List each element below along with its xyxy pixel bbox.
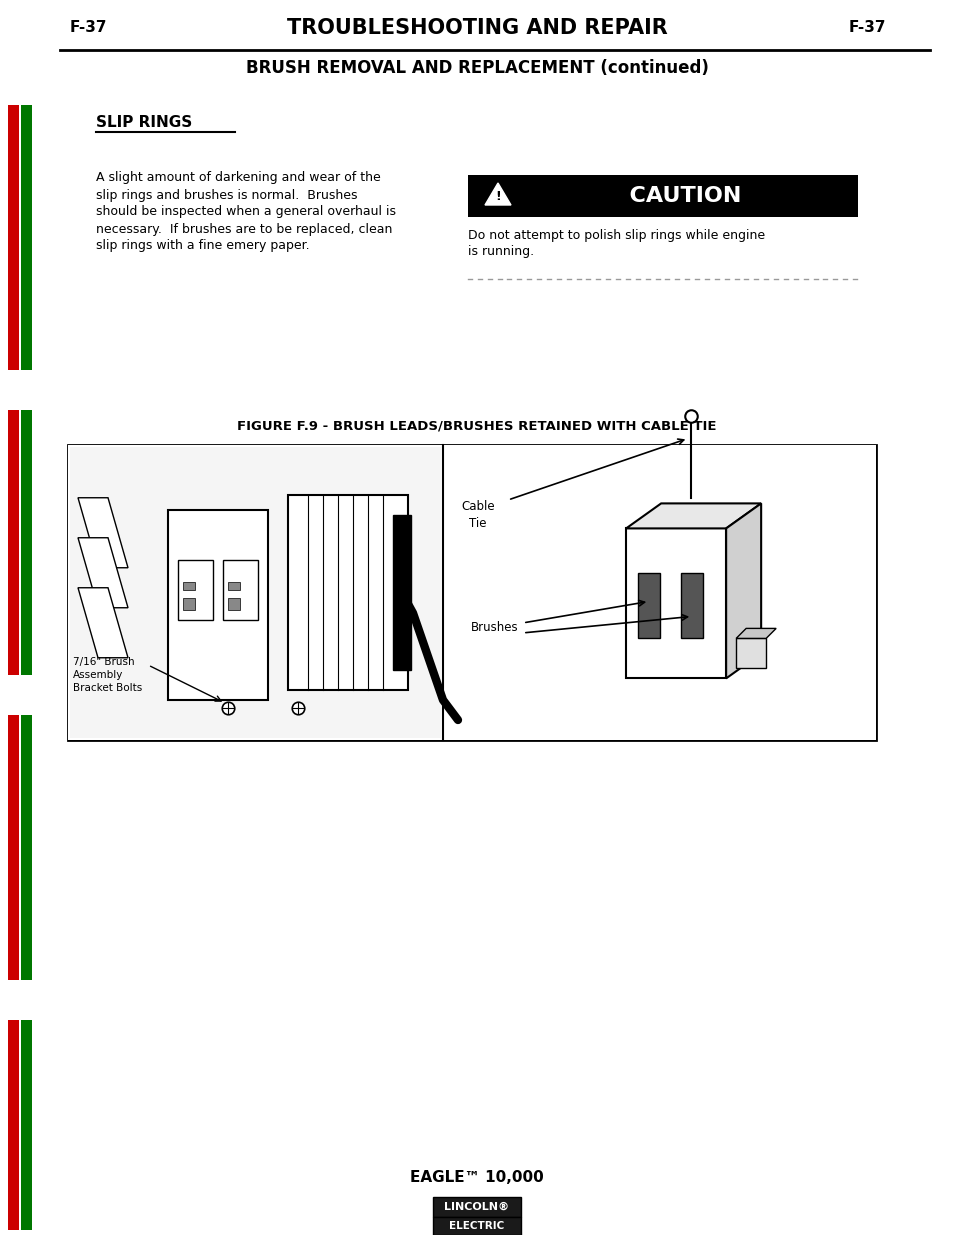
- Text: ELECTRIC: ELECTRIC: [449, 1221, 504, 1231]
- Text: SLIP RINGS: SLIP RINGS: [96, 115, 193, 130]
- Polygon shape: [736, 629, 776, 638]
- Bar: [8, 105, 19, 370]
- Bar: [183, 598, 194, 610]
- Bar: [21, 105, 32, 370]
- Text: F-37: F-37: [70, 21, 108, 36]
- Text: is running.: is running.: [468, 246, 534, 258]
- Polygon shape: [484, 183, 511, 205]
- Bar: [168, 510, 268, 700]
- Bar: [21, 410, 32, 676]
- Text: BRUSH REMOVAL AND REPLACEMENT (continued): BRUSH REMOVAL AND REPLACEMENT (continued…: [245, 59, 708, 77]
- Polygon shape: [78, 537, 128, 608]
- Text: Return to Master TOC: Return to Master TOC: [22, 1070, 30, 1181]
- Bar: [8, 1020, 19, 1230]
- Text: EAGLE™ 10,000: EAGLE™ 10,000: [410, 1171, 543, 1186]
- Bar: [442, 445, 875, 740]
- Bar: [736, 638, 765, 668]
- Text: Cable
Tie: Cable Tie: [460, 500, 495, 530]
- Polygon shape: [78, 498, 128, 568]
- Bar: [288, 495, 408, 690]
- Text: CAUTION: CAUTION: [614, 186, 740, 206]
- Text: Return to Master TOC: Return to Master TOC: [22, 182, 30, 293]
- Polygon shape: [725, 504, 760, 678]
- Bar: [70, 447, 440, 739]
- Polygon shape: [78, 588, 128, 658]
- Text: 7/16" Brush
Assembly
Bracket Bolts: 7/16" Brush Assembly Bracket Bolts: [73, 657, 142, 693]
- Bar: [468, 175, 857, 217]
- Bar: [625, 529, 725, 678]
- Bar: [21, 1020, 32, 1230]
- Text: Return to Section TOC: Return to Section TOC: [9, 1068, 18, 1182]
- Text: Return to Master TOC: Return to Master TOC: [22, 792, 30, 903]
- Text: Brushes: Brushes: [471, 621, 518, 635]
- Bar: [638, 573, 659, 638]
- Text: LINCOLN®: LINCOLN®: [444, 1202, 509, 1212]
- Text: necessary.  If brushes are to be replaced, clean: necessary. If brushes are to be replaced…: [96, 222, 392, 236]
- Bar: [21, 715, 32, 981]
- Bar: [68, 445, 442, 740]
- Bar: [680, 573, 702, 638]
- Bar: [68, 445, 875, 740]
- Text: F-37: F-37: [847, 21, 885, 36]
- Bar: [228, 598, 240, 610]
- Bar: [393, 515, 411, 671]
- Text: slip rings with a fine emery paper.: slip rings with a fine emery paper.: [96, 240, 310, 252]
- Text: Return to Section TOC: Return to Section TOC: [9, 485, 18, 599]
- Text: A slight amount of darkening and wear of the: A slight amount of darkening and wear of…: [96, 172, 380, 184]
- Bar: [178, 559, 213, 620]
- Bar: [433, 1197, 520, 1216]
- Bar: [183, 582, 194, 590]
- Bar: [223, 559, 257, 620]
- Text: slip rings and brushes is normal.  Brushes: slip rings and brushes is normal. Brushe…: [96, 189, 357, 201]
- Bar: [433, 1216, 520, 1235]
- Text: !: !: [495, 190, 500, 204]
- Text: Return to Section TOC: Return to Section TOC: [9, 790, 18, 904]
- Polygon shape: [625, 504, 760, 529]
- Bar: [8, 410, 19, 676]
- Text: Do not attempt to polish slip rings while engine: Do not attempt to polish slip rings whil…: [468, 228, 764, 242]
- Text: Return to Section TOC: Return to Section TOC: [9, 180, 18, 294]
- Text: TROUBLESHOOTING AND REPAIR: TROUBLESHOOTING AND REPAIR: [286, 19, 667, 38]
- Bar: [228, 582, 240, 590]
- Text: FIGURE F.9 - BRUSH LEADS/BRUSHES RETAINED WITH CABLE TIE: FIGURE F.9 - BRUSH LEADS/BRUSHES RETAINE…: [237, 420, 716, 432]
- Bar: [8, 715, 19, 981]
- Text: Return to Master TOC: Return to Master TOC: [22, 487, 30, 598]
- Text: should be inspected when a general overhaul is: should be inspected when a general overh…: [96, 205, 395, 219]
